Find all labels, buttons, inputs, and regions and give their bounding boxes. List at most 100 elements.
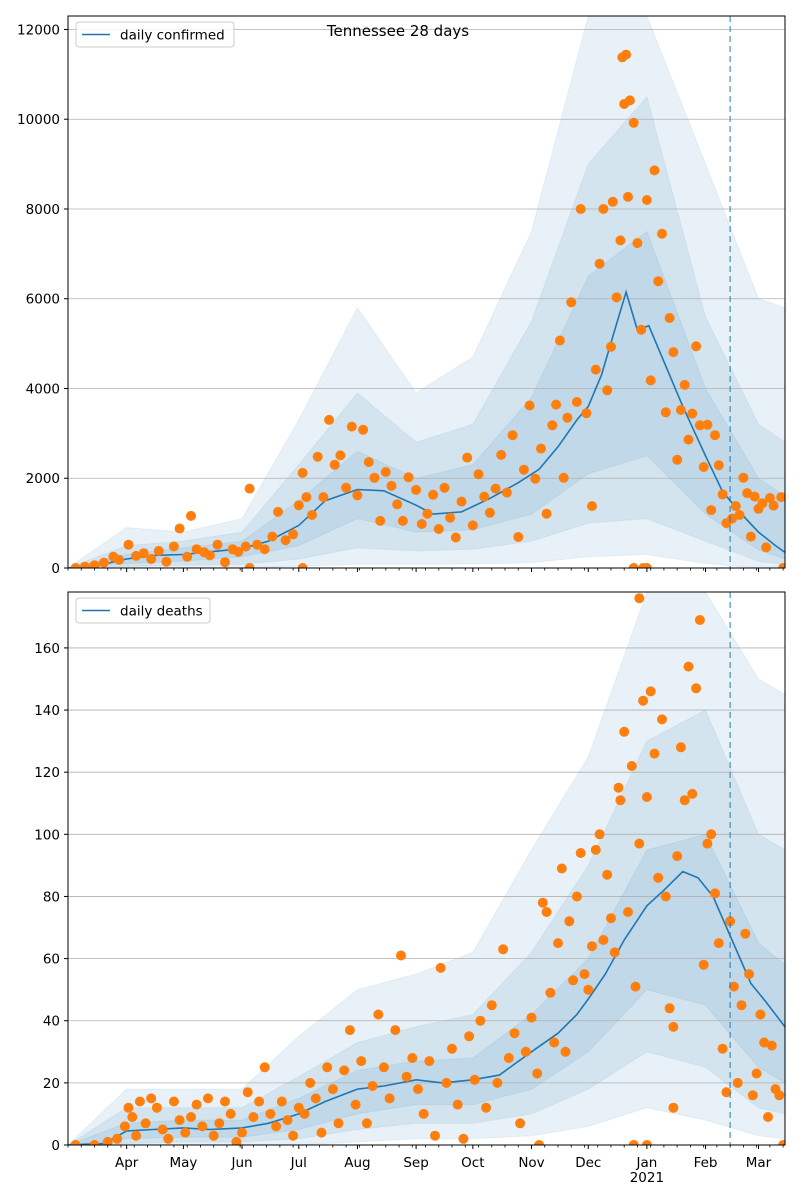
deaths-data-point (316, 1127, 327, 1138)
deaths-data-point (119, 1121, 130, 1132)
confirmed-data-point (335, 450, 346, 461)
confirmed-data-point (653, 276, 664, 287)
confirmed-data-point (392, 499, 403, 510)
deaths-data-point (641, 1140, 652, 1145)
deaths-ytick-label: 100 (34, 827, 60, 843)
deaths-xtick-label: Sep (403, 1155, 428, 1171)
deaths-ytick-label: 60 (43, 952, 60, 968)
deaths-data-point (520, 1046, 531, 1057)
confirmed-data-point (575, 204, 586, 214)
deaths-data-point (441, 1077, 452, 1088)
deaths-data-point (102, 1136, 113, 1145)
confirmed-data-point (297, 467, 308, 478)
confirmed-data-point (657, 228, 667, 239)
deaths-data-point (619, 726, 630, 737)
confirmed-data-point (259, 544, 270, 555)
deaths-data-point (333, 1118, 344, 1129)
deaths-data-point (759, 1037, 770, 1048)
deaths-data-point (668, 1102, 679, 1113)
deaths-data-point (191, 1099, 202, 1110)
confirmed-data-point (581, 408, 592, 419)
confirmed-data-point (369, 472, 380, 483)
confirmed-data-point (628, 117, 639, 128)
deaths-xtick-label: Jun (231, 1155, 253, 1171)
deaths-data-point (327, 1084, 338, 1095)
deaths-data-point (660, 891, 671, 902)
deaths-xtick-label: Dec (575, 1155, 601, 1171)
confirmed-data-point (312, 451, 323, 462)
deaths-data-point (594, 829, 605, 840)
confirmed-data-point (761, 542, 772, 553)
confirmed-data-point (490, 483, 501, 494)
confirmed-data-point (204, 550, 215, 561)
deaths-data-point (225, 1108, 236, 1119)
confirmed-data-point (738, 472, 749, 483)
deaths-data-point (407, 1053, 418, 1063)
deaths-data-point (396, 950, 406, 961)
deaths-data-point (131, 1130, 142, 1141)
confirmed-data-point (749, 491, 760, 502)
confirmed-data-point (513, 532, 524, 542)
deaths-data-point (598, 935, 609, 945)
deaths-ytick-label: 160 (34, 641, 60, 657)
confirmed-data-point (363, 457, 374, 468)
deaths-data-point (537, 897, 548, 908)
confirmed-data-point (153, 545, 164, 556)
deaths-data-point (208, 1130, 219, 1141)
deaths-ytick-label: 0 (51, 1138, 60, 1154)
deaths-data-point (157, 1124, 168, 1135)
confirmed-data-point (244, 563, 255, 568)
confirmed-data-point (554, 335, 565, 346)
deaths-data-point (464, 1031, 475, 1042)
deaths-data-point (458, 1133, 469, 1144)
deaths-data-point (698, 959, 709, 970)
confirmed-data-point (484, 507, 495, 518)
deaths-panel: 0 20 40 60 80 100 120 140 160 Apr May Jun Jul Aug Sep O… (34, 591, 786, 1186)
deaths-data-point (634, 838, 645, 849)
deaths-data-point (469, 1074, 480, 1085)
confirmed-data-point (694, 420, 705, 431)
deaths-data-point (197, 1121, 208, 1132)
deaths-data-point (344, 1025, 355, 1036)
confirmed-data-point (691, 341, 702, 352)
deaths-data-point (492, 1077, 503, 1088)
deaths-data-point (613, 782, 624, 793)
deaths-data-point (630, 981, 641, 992)
confirmed-data-point (632, 238, 643, 249)
deaths-data-point (653, 872, 664, 883)
deaths-data-point (509, 1028, 520, 1039)
deaths-data-point (583, 984, 594, 995)
confirmed-data-point (341, 482, 352, 493)
deaths-ytick-label: 20 (43, 1076, 60, 1092)
deaths-data-point (265, 1108, 276, 1119)
confirmed-median-line (68, 289, 785, 568)
deaths-ytick-label: 80 (43, 889, 60, 905)
deaths-data-point (694, 615, 705, 625)
deaths-data-point (602, 869, 613, 880)
deaths-data-point (367, 1081, 378, 1091)
deaths-ytick-label: 120 (34, 765, 60, 781)
confirmed-ytick-label: 4000 (26, 381, 60, 397)
deaths-data-point (350, 1099, 361, 1110)
deaths-data-point (254, 1096, 265, 1107)
confirmed-data-point (403, 472, 414, 483)
deaths-data-point (305, 1077, 316, 1088)
deaths-data-point (378, 1062, 389, 1073)
deaths-data-point (657, 714, 667, 725)
deaths-xtick-label: Nov (518, 1155, 544, 1171)
confirmed-ytick-label: 6000 (26, 292, 60, 308)
deaths-data-point (556, 863, 567, 874)
confirmed-data-point (590, 364, 601, 375)
deaths-legend-box (75, 597, 211, 624)
confirmed-data-point (530, 473, 541, 484)
deaths-data-point (424, 1056, 435, 1067)
deaths-data-point (475, 1015, 486, 1026)
deaths-data-point (606, 913, 616, 924)
deaths-legend: daily deaths (75, 597, 211, 624)
confirmed-data-point (375, 515, 386, 526)
confirmed-data-point (638, 563, 649, 568)
confirmed-data-point (730, 501, 741, 512)
confirmed-data-point (507, 430, 518, 441)
confirmed-ytick-label: 10000 (17, 112, 60, 128)
confirmed-data-point (768, 500, 779, 511)
